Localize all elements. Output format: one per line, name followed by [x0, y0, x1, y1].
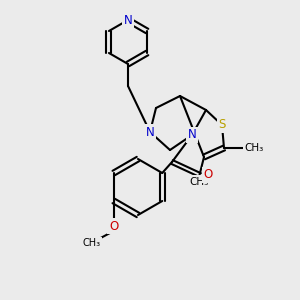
Text: O: O: [109, 220, 119, 232]
Text: CH₃: CH₃: [189, 177, 208, 187]
Text: CH₃: CH₃: [83, 238, 101, 248]
Text: O: O: [203, 169, 213, 182]
Text: N: N: [146, 125, 154, 139]
Text: S: S: [218, 118, 226, 131]
Text: CH₃: CH₃: [244, 143, 264, 153]
Text: N: N: [188, 128, 196, 142]
Text: N: N: [124, 14, 132, 26]
